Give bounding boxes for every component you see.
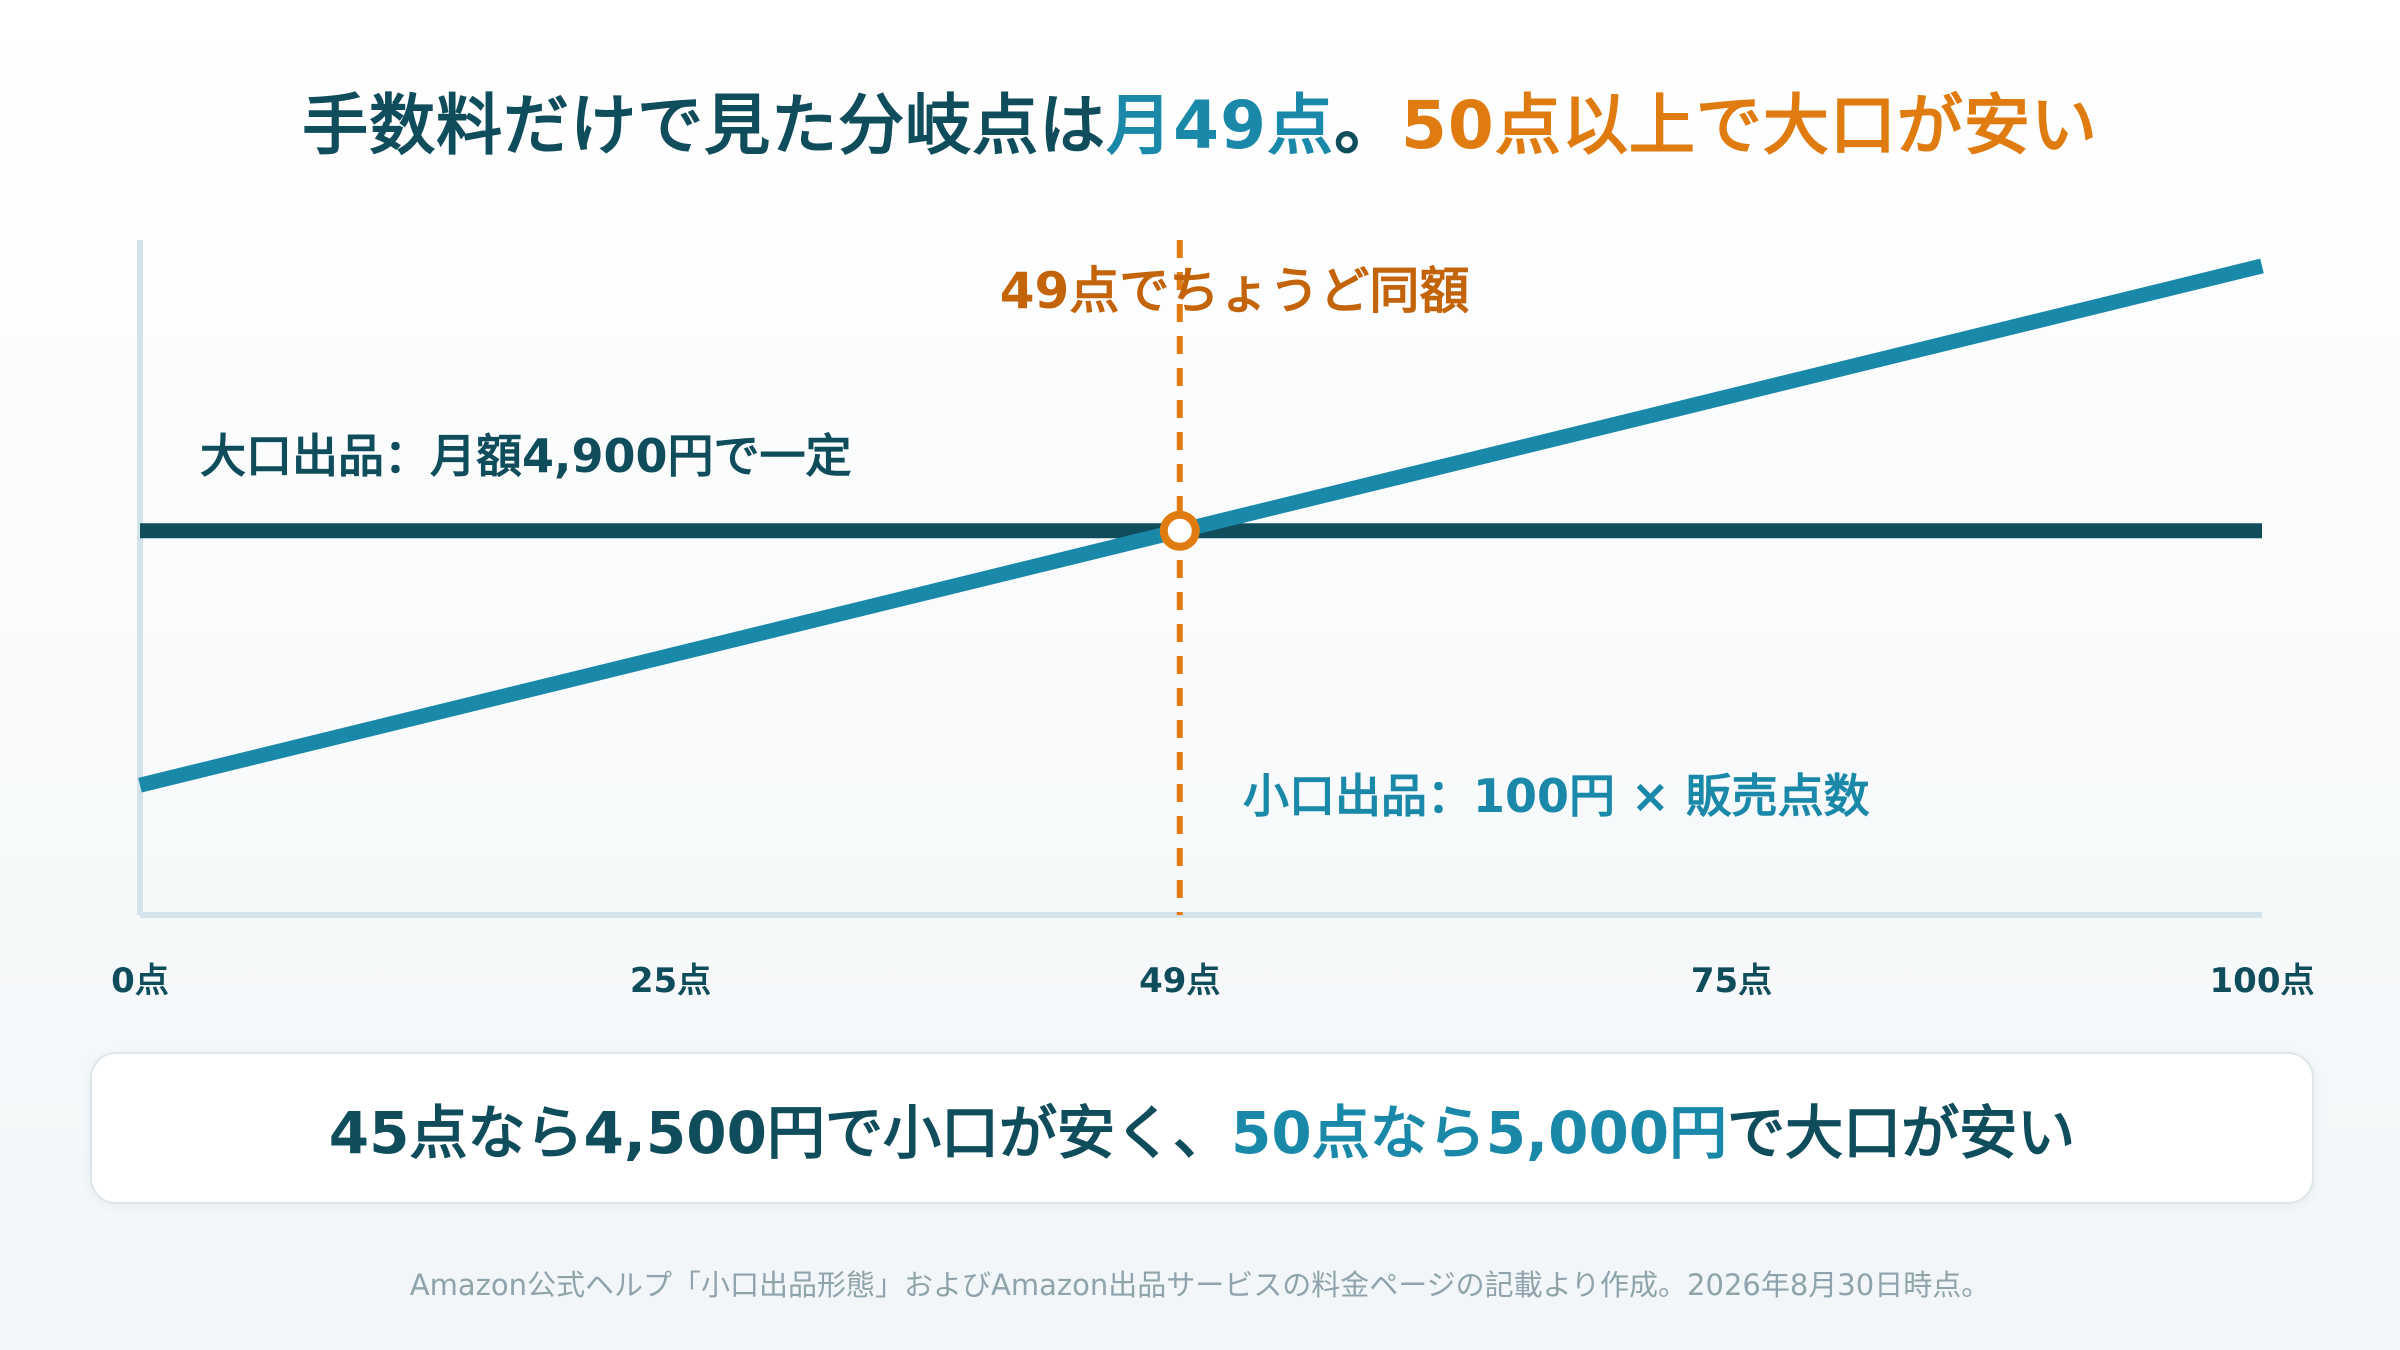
- headline-highlight-month: 月49点: [1106, 87, 1334, 164]
- x-tick-label: 49点: [1139, 961, 1220, 1001]
- series-label-small-plan: 小口出品：100円 × 販売点数: [1243, 769, 1870, 823]
- series-label-large-plan: 大口出品：月額4,900円で一定: [200, 429, 852, 483]
- headline-part1: 手数料だけで見た分岐点は: [302, 87, 1107, 164]
- x-tick-label: 25点: [630, 961, 711, 1001]
- x-tick-label: 0点: [111, 961, 169, 1001]
- headline-period: 。: [1334, 87, 1401, 164]
- summary-highlight: 50点なら5,000円: [1230, 1099, 1728, 1167]
- series-line-small-plan: [138, 258, 2264, 793]
- x-tick-label: 100点: [2210, 961, 2315, 1001]
- x-tick-label: 75点: [1691, 961, 1772, 1001]
- source-footnote: Amazon公式ヘルプ「小口出品形態」およびAmazon出品サービスの料金ページ…: [409, 1268, 1991, 1302]
- summary-part1: 45点なら4,500円で小口が安く、: [328, 1099, 1231, 1167]
- breakeven-point-marker: [1159, 510, 1200, 551]
- headline-highlight-conclusion: 50点以上で大口が安い: [1401, 87, 2098, 164]
- summary-part3: で大口が安い: [1727, 1099, 2076, 1167]
- headline: 手数料だけで見た分岐点は月49点。50点以上で大口が安い: [0, 72, 2400, 168]
- summary-box: 45点なら4,500円で小口が安く、 50点なら5,000円 で大口が安い: [90, 1052, 2314, 1204]
- breakeven-label: 49点でちょうど同額: [1000, 262, 1470, 320]
